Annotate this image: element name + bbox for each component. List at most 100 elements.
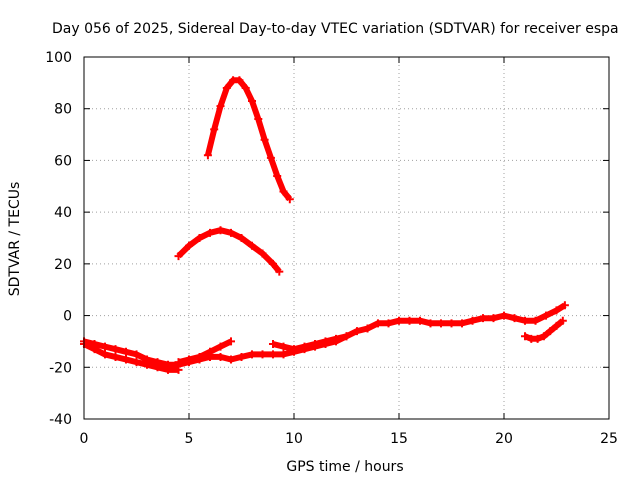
data-point — [111, 352, 120, 361]
data-point — [531, 316, 540, 325]
data-point — [285, 195, 294, 204]
data-point — [510, 314, 519, 323]
data-point — [426, 319, 435, 328]
data-point — [185, 241, 193, 250]
x-tick-label: 5 — [185, 431, 194, 447]
data-point — [363, 324, 372, 333]
data-point — [185, 355, 193, 364]
data-point — [468, 316, 477, 325]
series-arc-medium — [174, 226, 284, 276]
data-point — [521, 316, 529, 325]
x-tick-label: 0 — [80, 431, 89, 447]
data-point — [311, 340, 319, 349]
data-point — [254, 115, 263, 124]
y-tick-label: 20 — [54, 257, 72, 273]
series-late-segment — [521, 316, 567, 343]
data-point — [533, 334, 542, 343]
data-point — [384, 319, 393, 328]
y-tick-label: 60 — [54, 153, 72, 169]
x-tick-label: 15 — [390, 431, 408, 447]
series-upper-branch — [269, 332, 351, 354]
series-arc-high — [203, 76, 294, 204]
data-point — [269, 259, 277, 268]
data-point — [258, 249, 267, 258]
ticks: 0 5 10 15 20 25 -40 -20 0 20 40 60 80 100 — [45, 50, 618, 447]
data-point — [210, 125, 219, 134]
series-main — [80, 301, 569, 369]
data-point — [101, 350, 109, 359]
plot-frame — [83, 56, 610, 420]
data-point — [275, 267, 284, 276]
data-point — [395, 316, 403, 325]
data-series — [80, 76, 569, 374]
data-point — [122, 355, 130, 364]
data-point — [447, 319, 456, 328]
data-point — [227, 337, 235, 346]
data-point — [342, 332, 351, 341]
data-point — [489, 314, 498, 323]
data-point — [216, 226, 225, 235]
y-axis-label: SDTVAR / TECUs — [7, 182, 23, 297]
data-point — [269, 350, 277, 359]
data-point — [237, 352, 246, 361]
data-point — [216, 102, 225, 111]
data-point — [260, 135, 269, 144]
data-point — [195, 234, 204, 242]
series-line — [82, 341, 179, 373]
data-point — [227, 355, 235, 364]
data-point — [479, 314, 487, 323]
grid — [84, 57, 609, 419]
y-tick-label: -20 — [49, 360, 72, 376]
data-point — [273, 171, 282, 180]
data-point — [290, 345, 298, 354]
data-point — [416, 316, 424, 325]
series-line — [204, 77, 293, 202]
data-point — [258, 350, 267, 359]
series-rising-segment — [174, 337, 235, 367]
data-point — [203, 151, 212, 160]
data-point — [437, 319, 445, 328]
data-point — [164, 365, 172, 374]
data-point — [132, 350, 141, 359]
x-axis-label: GPS time / hours — [286, 459, 403, 475]
series-line — [176, 227, 282, 274]
y-tick-label: 100 — [45, 50, 72, 66]
data-point — [90, 345, 99, 354]
data-point — [206, 347, 214, 356]
data-point — [521, 332, 529, 341]
data-point — [222, 84, 231, 93]
data-point — [111, 345, 120, 354]
data-point — [174, 358, 183, 367]
data-point — [279, 350, 288, 359]
data-point — [227, 228, 235, 237]
data-point — [552, 306, 561, 315]
data-point — [332, 334, 340, 343]
data-point — [374, 319, 382, 328]
data-point — [237, 234, 246, 242]
data-point — [458, 319, 466, 328]
y-tick-label: -40 — [49, 412, 72, 428]
data-point — [143, 360, 151, 369]
data-point — [269, 340, 277, 349]
x-tick-label: 10 — [285, 431, 303, 447]
x-tick-label: 25 — [600, 431, 618, 447]
data-point — [101, 342, 109, 351]
data-point — [248, 96, 256, 105]
y-tick-label: 80 — [54, 102, 72, 118]
data-point — [546, 327, 555, 336]
x-tick-label: 20 — [495, 431, 513, 447]
data-point — [266, 153, 275, 162]
chart-title: Day 056 of 2025, Sidereal Day-to-day VTE… — [52, 21, 619, 37]
data-point — [321, 337, 330, 346]
data-point — [195, 352, 204, 361]
data-point — [132, 358, 141, 367]
data-point — [405, 316, 414, 325]
data-point — [153, 363, 162, 372]
series-line — [83, 302, 567, 368]
data-point — [539, 332, 548, 341]
data-point — [241, 84, 250, 93]
data-point — [174, 252, 183, 261]
data-point — [216, 342, 225, 351]
data-point — [300, 342, 309, 351]
